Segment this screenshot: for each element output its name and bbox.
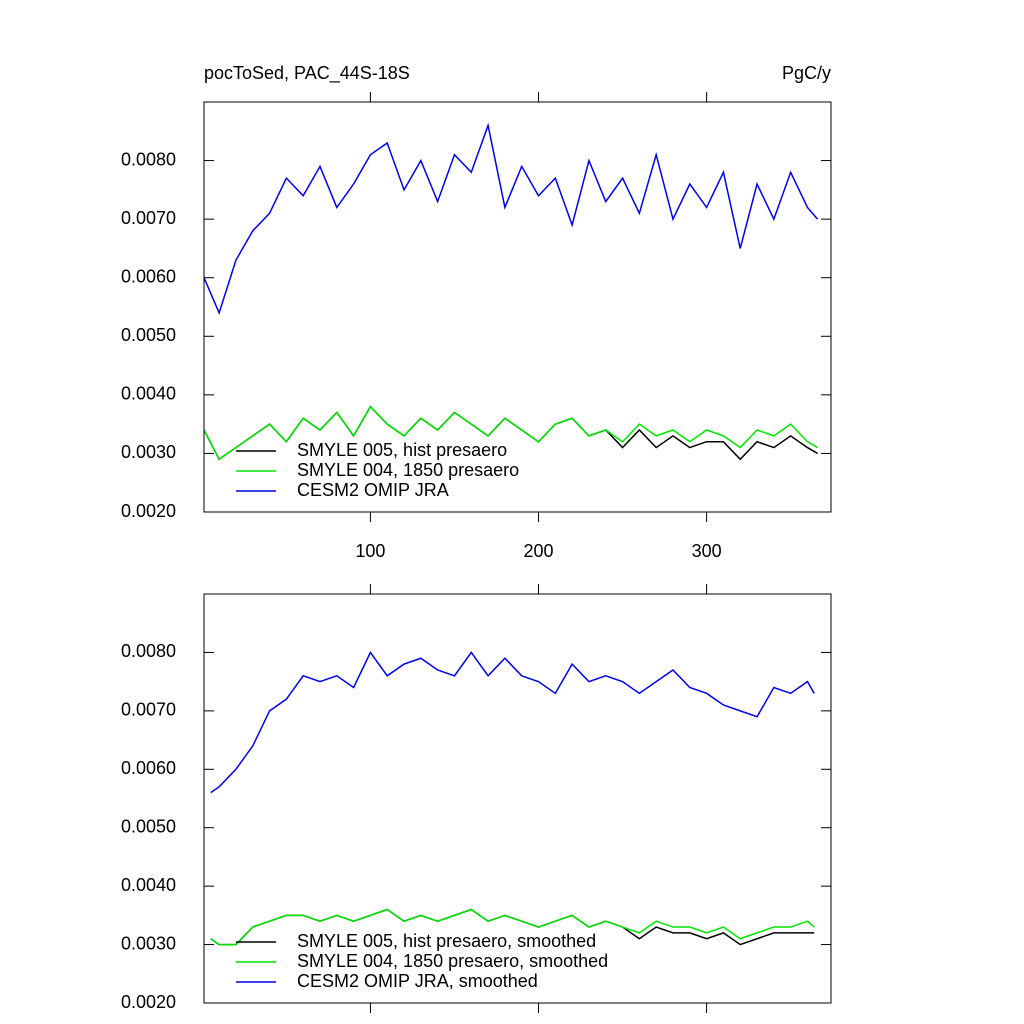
y-tick-label: 0.0020 — [121, 501, 176, 521]
chart-title: pocToSed, PAC_44S-18S — [204, 63, 410, 84]
legend-label: SMYLE 005, hist presaero, smoothed — [297, 931, 596, 951]
x-tick-label: 100 — [355, 541, 385, 561]
y-tick-label: 0.0080 — [121, 149, 176, 169]
y-tick-label: 0.0030 — [121, 442, 176, 462]
y-tick-label: 0.0030 — [121, 933, 176, 953]
x-tick-label: 200 — [523, 541, 553, 561]
y-tick-label: 0.0050 — [121, 816, 176, 836]
y-tick-label: 0.0040 — [121, 875, 176, 895]
y-tick-label: 0.0060 — [121, 266, 176, 286]
y-tick-label: 0.0070 — [121, 700, 176, 720]
x-tick-label: 300 — [692, 541, 722, 561]
series-line — [203, 405, 818, 461]
plot-frame — [203, 593, 832, 1004]
y-tick-label: 0.0080 — [121, 641, 176, 661]
legend-label: SMYLE 005, hist presaero — [297, 440, 507, 460]
y-tick-label: 0.0060 — [121, 758, 176, 778]
y-tick-label: 0.0050 — [121, 325, 176, 345]
units-label: PgC/y — [782, 63, 831, 83]
legend-label: CESM2 OMIP JRA — [297, 480, 449, 500]
y-tick-label: 0.0070 — [121, 208, 176, 228]
series-line — [203, 122, 819, 316]
y-tick-label: 0.0020 — [121, 992, 176, 1012]
series-line — [210, 908, 815, 946]
legend-label: CESM2 OMIP JRA, smoothed — [297, 971, 538, 991]
series-line — [210, 650, 815, 794]
plot-frame — [203, 101, 832, 513]
legend-label: SMYLE 004, 1850 presaero — [297, 460, 519, 480]
y-tick-label: 0.0040 — [121, 384, 176, 404]
legend-label: SMYLE 004, 1850 presaero, smoothed — [297, 951, 608, 971]
